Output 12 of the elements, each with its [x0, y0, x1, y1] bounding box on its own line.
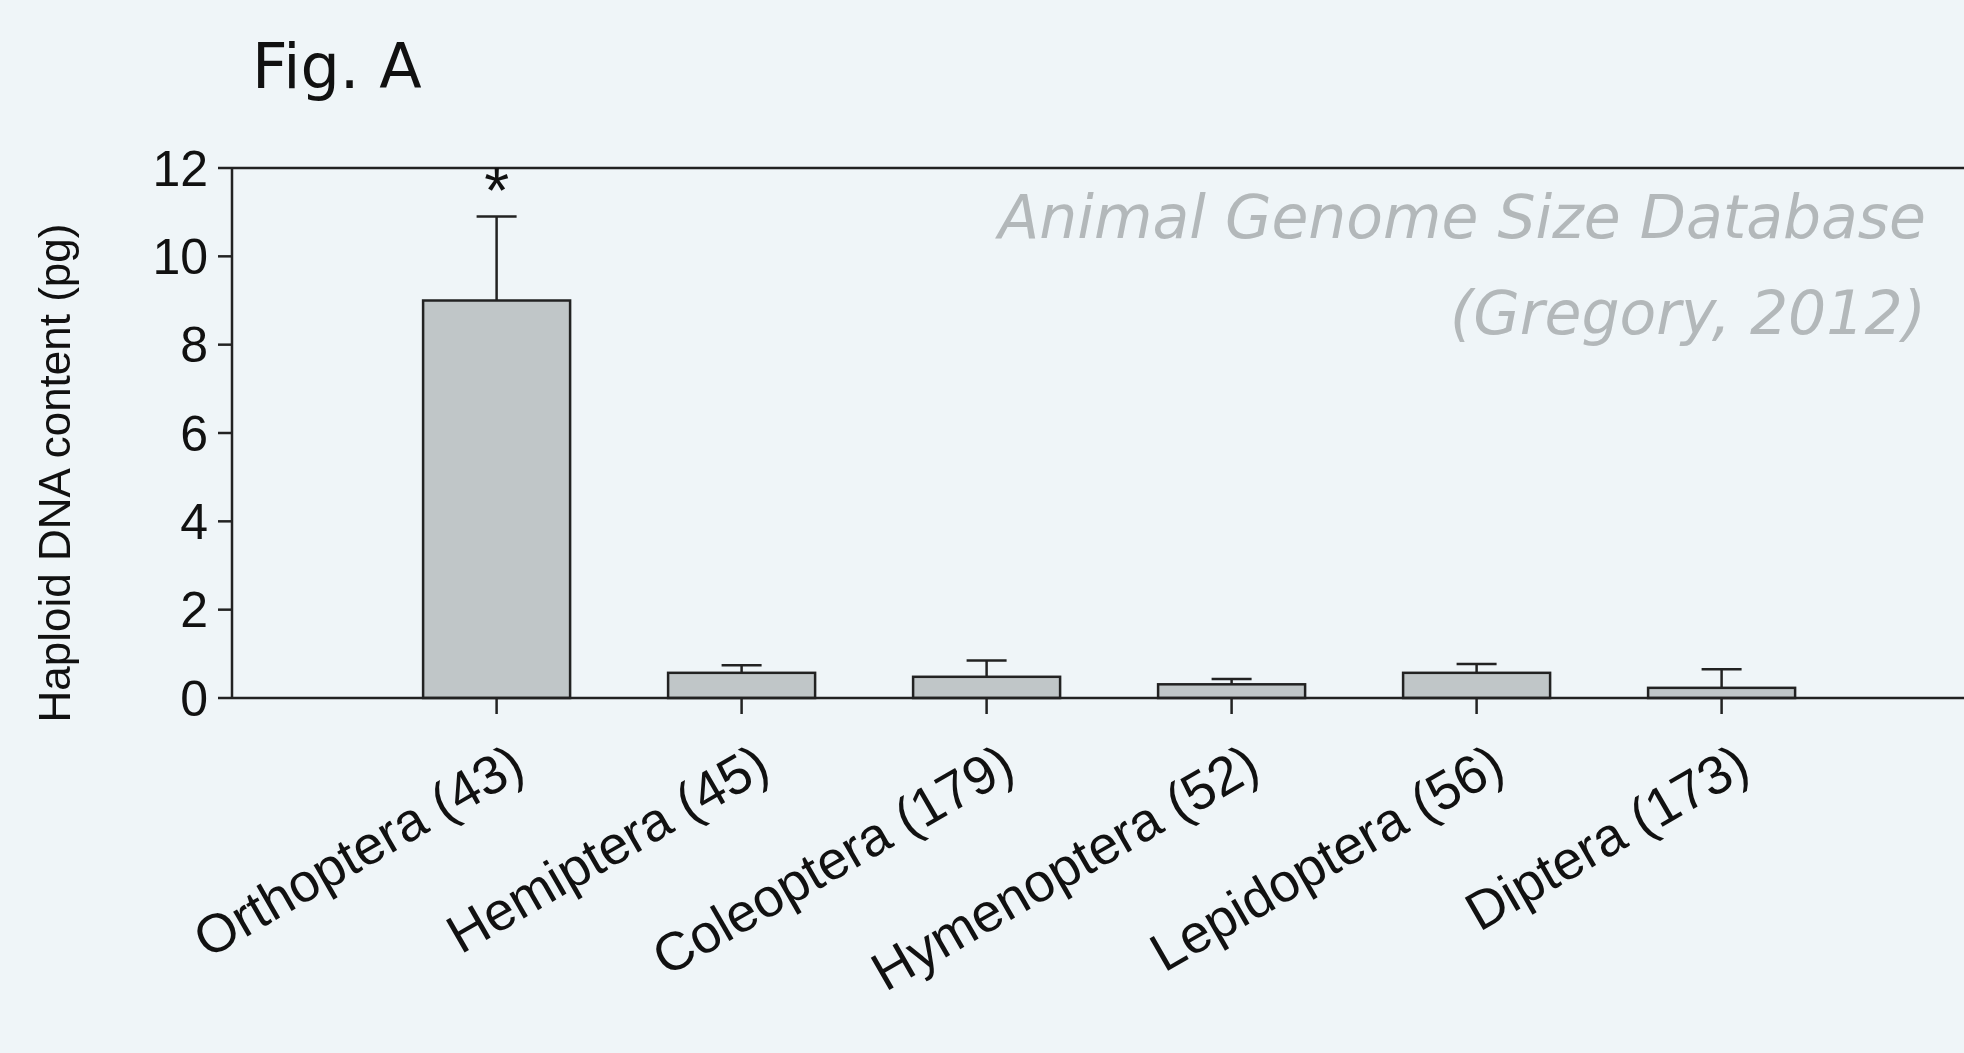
chart-title: Fig. A — [252, 30, 422, 103]
y-axis-title: Haploid DNA content (pg) — [30, 223, 79, 723]
y-tick-label: 12 — [152, 140, 208, 197]
y-tick-label: 2 — [180, 582, 208, 639]
y-tick-label: 8 — [180, 317, 208, 374]
annotation: (Gregory, 2012) — [1449, 278, 1926, 348]
y-tick-label: 6 — [180, 405, 208, 462]
annotation: Animal Genome Size Database — [994, 182, 1926, 252]
y-tick-label: 0 — [180, 670, 208, 727]
annotation: * — [484, 154, 510, 227]
y-tick-label: 10 — [152, 228, 208, 285]
y-tick-label: 4 — [180, 493, 208, 550]
